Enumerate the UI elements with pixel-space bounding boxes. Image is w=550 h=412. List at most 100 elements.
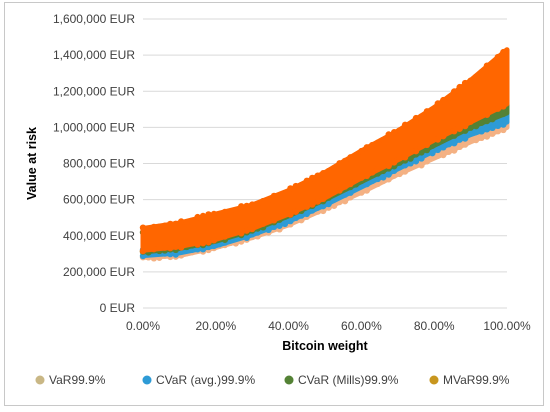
- data-point: [451, 147, 458, 154]
- data-point: [401, 121, 409, 129]
- x-tick-label: 100.00%: [483, 319, 531, 333]
- data-point: [440, 144, 447, 151]
- data-point: [336, 160, 343, 167]
- data-point: [445, 140, 452, 148]
- data-point: [472, 136, 480, 144]
- data-point: [298, 212, 305, 219]
- data-point: [347, 189, 354, 196]
- data-point: [451, 127, 458, 135]
- data-point: [456, 143, 463, 151]
- plot-area: [139, 47, 510, 262]
- data-point: [500, 110, 507, 118]
- data-point: [451, 132, 458, 139]
- data-point: [161, 244, 169, 251]
- data-point: [429, 154, 436, 162]
- data-point: [489, 130, 496, 137]
- data-point: [319, 207, 327, 215]
- data-point: [336, 187, 343, 194]
- data-point: [423, 141, 431, 149]
- data-point: [363, 172, 371, 180]
- data-point: [489, 106, 496, 113]
- data-point: [188, 217, 196, 224]
- data-point: [254, 201, 261, 208]
- data-point: [494, 112, 502, 119]
- data-point: [265, 196, 272, 203]
- legend-marker: [35, 375, 45, 385]
- data-point: [467, 118, 474, 125]
- x-tick-label: 20.00%: [195, 319, 236, 333]
- data-point: [270, 192, 278, 200]
- data-point: [494, 128, 502, 135]
- data-point: [363, 144, 371, 151]
- legend-item: CVaR (Mills)99.9%: [284, 373, 399, 387]
- legend-label: CVaR (Mills)99.9%: [298, 373, 399, 387]
- data-point: [407, 155, 414, 162]
- y-tick-label: 1,600,000 EUR: [53, 12, 135, 26]
- data-point: [461, 141, 469, 148]
- data-point: [265, 226, 272, 234]
- data-point: [418, 113, 425, 120]
- data-point: [238, 203, 245, 210]
- data-point: [319, 202, 327, 210]
- data-point: [385, 171, 392, 178]
- data-point: [347, 180, 354, 188]
- data-point: [489, 60, 496, 67]
- gridlines: [143, 18, 507, 309]
- data-point: [167, 244, 174, 252]
- data-point: [276, 192, 283, 199]
- x-tick-label: 80.00%: [414, 319, 455, 333]
- data-point: [478, 134, 485, 142]
- data-point: [500, 103, 507, 110]
- data-point: [478, 128, 485, 135]
- data-point: [440, 132, 447, 140]
- data-point: [374, 139, 381, 146]
- data-point: [467, 130, 474, 137]
- data-point: [188, 240, 196, 247]
- data-point: [205, 211, 212, 218]
- data-point: [500, 48, 507, 56]
- data-point: [472, 128, 480, 136]
- data-point: [249, 201, 256, 208]
- data-point: [440, 96, 447, 104]
- y-tick-label: 200,000 EUR: [63, 265, 135, 279]
- data-point: [423, 146, 431, 154]
- data-point: [183, 240, 190, 248]
- data-point: [199, 212, 207, 220]
- data-point: [478, 119, 485, 126]
- data-point: [489, 124, 496, 132]
- data-point: [472, 114, 480, 122]
- data-point: [341, 197, 349, 205]
- data-point: [167, 220, 174, 228]
- data-point: [412, 147, 420, 155]
- data-point: [314, 172, 321, 179]
- data-point: [483, 111, 491, 118]
- data-point: [205, 239, 212, 246]
- data-point: [341, 157, 349, 165]
- data-point: [259, 197, 267, 205]
- data-point: [319, 170, 327, 177]
- data-point: [401, 154, 409, 161]
- data-point: [478, 112, 485, 119]
- y-tick-label: 600,000 EUR: [63, 193, 135, 207]
- data-point: [418, 162, 425, 169]
- data-point: [380, 162, 387, 170]
- data-point: [418, 155, 425, 162]
- data-point: [287, 211, 294, 218]
- data-point: [434, 100, 442, 107]
- data-point: [380, 174, 387, 181]
- data-point: [445, 128, 452, 136]
- legend-marker: [284, 375, 294, 385]
- data-point: [172, 251, 179, 258]
- data-point: [227, 230, 234, 238]
- legend-item: VaR99.9%: [35, 373, 106, 387]
- data-point: [456, 125, 463, 132]
- data-point: [412, 114, 420, 122]
- data-point: [461, 122, 469, 130]
- data-point: [276, 213, 283, 220]
- data-point: [232, 229, 240, 236]
- data-point: [423, 158, 431, 165]
- data-point: [451, 88, 458, 95]
- data-point: [418, 142, 425, 150]
- y-tick-label: 1,400,000 EUR: [53, 48, 135, 62]
